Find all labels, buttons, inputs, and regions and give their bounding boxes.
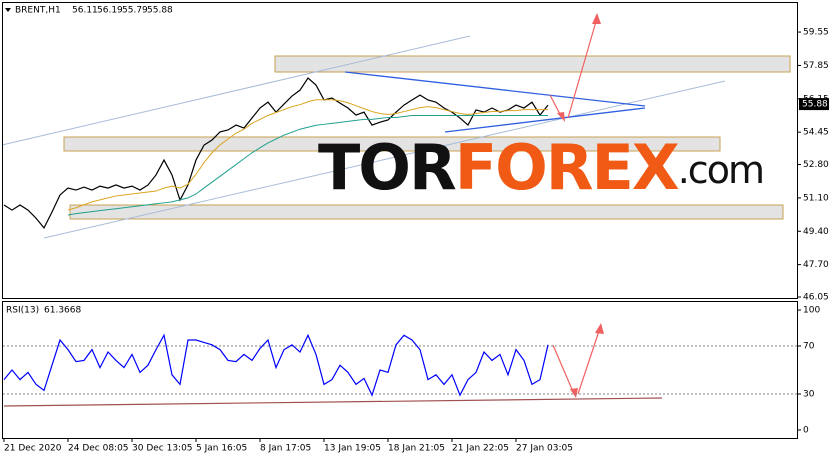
support-zone: [69, 204, 784, 220]
series-line: [67, 99, 548, 211]
forecast-arrow: [577, 327, 601, 395]
x-tick-label: 8 Jan 17:05: [260, 444, 311, 454]
rsi-panel: [2, 301, 798, 439]
x-tick-label: 5 Jan 16:05: [196, 444, 247, 454]
y-tick-label: 57.85: [803, 61, 829, 71]
y-tick-label: 30: [803, 389, 815, 399]
rsi-value: 61.3668: [44, 306, 81, 316]
arrow-head: [570, 388, 578, 398]
ohlc-close: 55.88: [147, 6, 173, 16]
y-tick-label: 59.55: [803, 28, 829, 38]
x-tick-label: 21 Dec 2020: [4, 444, 62, 454]
watermark: TORFOREX.com: [318, 131, 763, 204]
x-tick-label: 30 Dec 13:05: [132, 444, 193, 454]
series-line: [3, 333, 549, 397]
x-tick-label: 18 Jan 21:05: [388, 444, 445, 454]
ohlc-high: 56.19: [97, 6, 123, 16]
rsi-title: RSI(13): [6, 306, 39, 316]
y-tick-label: 70: [803, 342, 815, 352]
triangle-line: [344, 71, 646, 107]
y-tick-label: 46.05: [803, 293, 829, 303]
forecast-arrow: [552, 344, 575, 395]
arrow-head: [557, 112, 565, 122]
watermark-part: FOREX: [455, 131, 679, 204]
rsi-support-line: [3, 397, 663, 407]
arrow-head: [592, 13, 601, 24]
y-tick-label: 47.70: [803, 260, 829, 270]
channel-line: [43, 80, 726, 239]
watermark-part: .com: [678, 148, 763, 192]
y-tick-label: 51.10: [803, 193, 829, 203]
y-tick-label: 52.80: [803, 160, 829, 170]
menu-icon: [5, 8, 11, 12]
forecast-arrow: [567, 17, 598, 119]
x-tick-label: 21 Jan 22:05: [452, 444, 509, 454]
price-tag: [799, 98, 829, 111]
channel-line: [1, 35, 471, 146]
x-tick-label: 27 Jan 03:05: [516, 444, 573, 454]
y-tick-label: 0: [803, 425, 809, 435]
y-tick-label: 49.40: [803, 227, 829, 237]
support-zone: [63, 136, 721, 152]
y-tick-label: 100: [803, 306, 820, 316]
watermark-part: TOR: [318, 131, 456, 204]
series-line: [67, 114, 548, 216]
triangle-line: [444, 107, 646, 133]
x-tick-label: 24 Dec 08:05: [68, 444, 129, 454]
arrow-head: [595, 323, 604, 334]
price-tag-label: 55.88: [802, 100, 828, 110]
x-tick-label: 13 Jan 19:05: [324, 444, 381, 454]
ohlc-low: 55.79: [122, 6, 148, 16]
price-panel: [2, 2, 798, 299]
y-tick-label: 54.45: [803, 128, 829, 138]
ohlc-open: 56.11: [72, 6, 98, 16]
symbol-title: BRENT,H1: [15, 6, 61, 16]
resistance-zone: [274, 55, 791, 73]
